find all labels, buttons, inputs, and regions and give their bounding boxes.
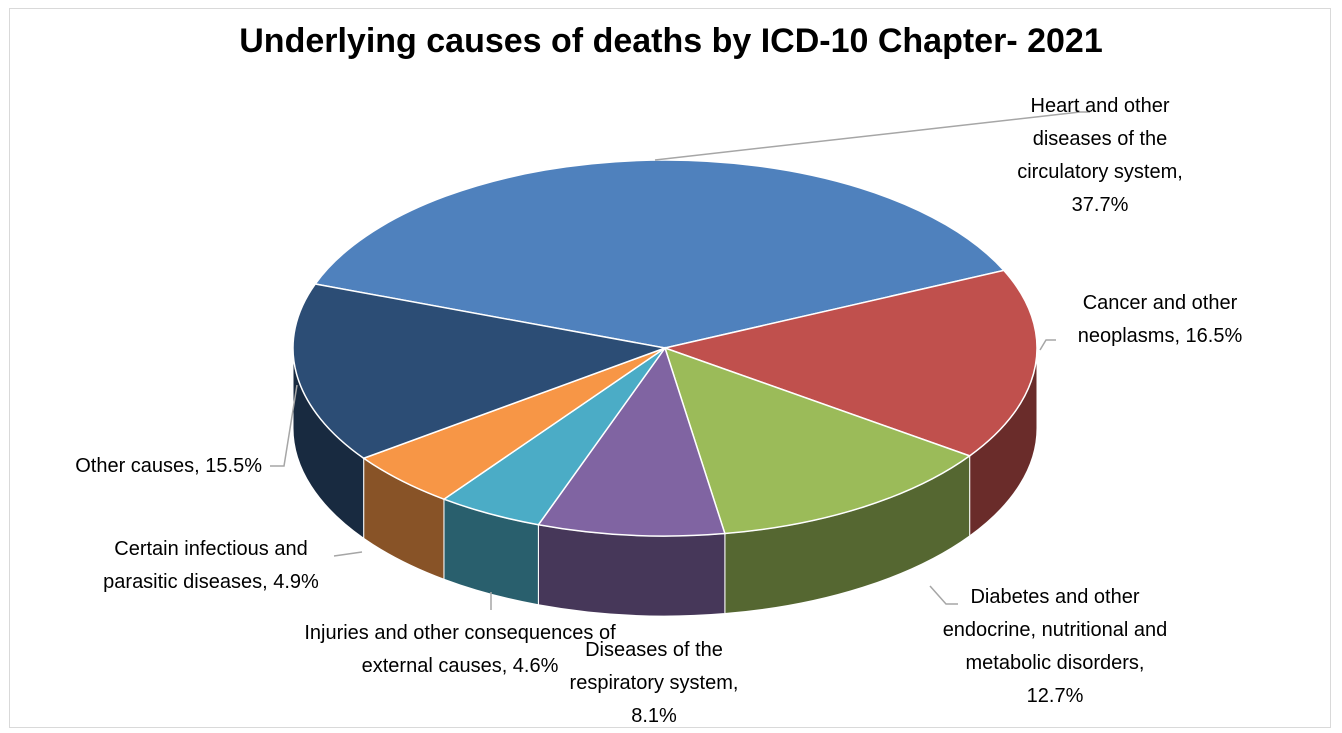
- data-label: Certain infectious and parasitic disease…: [103, 538, 319, 593]
- leader-line: [333, 551, 363, 557]
- slice: [662, 269, 1038, 457]
- data-label: Heart and other diseases of the circulat…: [1017, 95, 1183, 216]
- chart-title: Underlying causes of deaths by ICD-10 Ch…: [239, 22, 1103, 60]
- slice: [313, 159, 1006, 349]
- slice: [663, 346, 972, 535]
- leader-line: [1039, 339, 1056, 351]
- slice-side: [537, 524, 726, 617]
- leader-line: [654, 111, 1090, 161]
- data-label: Diseases of the respiratory system, 8.1%: [569, 639, 739, 727]
- data-label: Other causes, 15.5%: [75, 455, 262, 477]
- data-label: Cancer and other neoplasms, 16.5%: [1077, 292, 1243, 347]
- data-label: Diabetes and other endocrine, nutritiona…: [942, 586, 1168, 707]
- leader-line: [270, 384, 298, 467]
- slice: [292, 283, 668, 460]
- leader-line: [929, 585, 958, 605]
- slice: [537, 346, 726, 537]
- data-label: Injuries and other consequences of exter…: [304, 622, 616, 677]
